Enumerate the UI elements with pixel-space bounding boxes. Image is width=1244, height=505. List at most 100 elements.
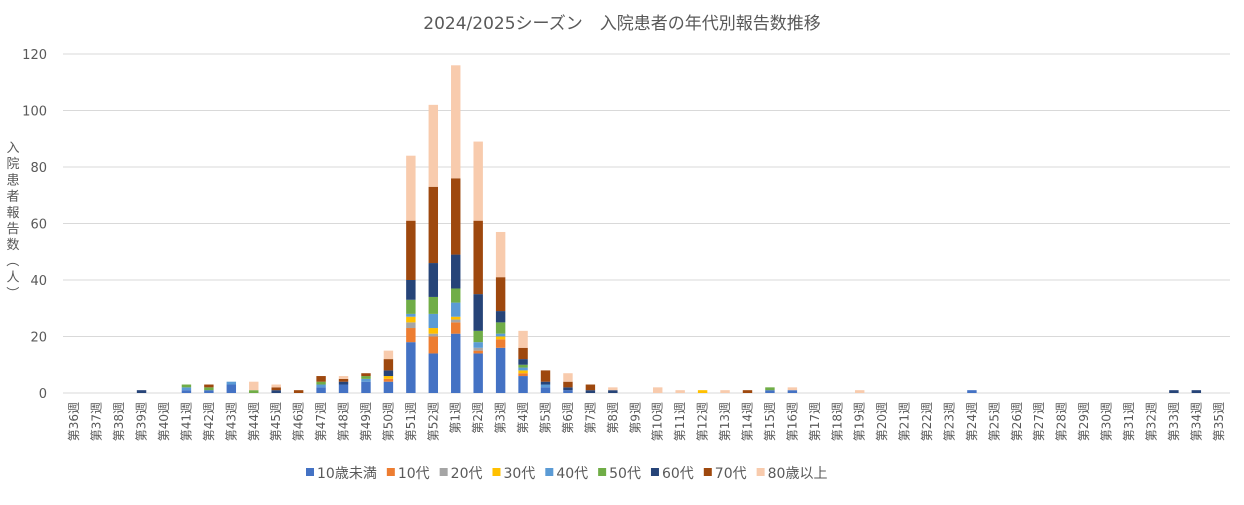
y-axis-label-char: ） — [4, 286, 19, 299]
x-tick-label: 第18週 — [830, 402, 844, 441]
x-tick-label: 第22週 — [920, 402, 934, 441]
y-tick-label: 60 — [30, 218, 47, 233]
bar-segment — [675, 390, 685, 393]
bar-segment — [563, 390, 573, 393]
bar-segment — [428, 104, 439, 187]
x-tick-label: 第40週 — [157, 402, 171, 441]
bar-segment — [451, 316, 461, 320]
x-tick-label: 第33週 — [1167, 402, 1181, 441]
bar-segment — [249, 381, 259, 391]
y-axis-ticks: 0 20 40 60 80 100 120 — [22, 48, 47, 402]
x-tick-label: 第38週 — [112, 402, 126, 441]
x-tick-label: 第21週 — [898, 402, 912, 441]
x-tick-label: 第14週 — [740, 402, 754, 441]
bar-segment — [854, 390, 865, 393]
x-tick-label: 第12週 — [696, 402, 710, 441]
bar-segment — [361, 376, 371, 379]
bar-segment — [787, 390, 798, 393]
bar-segment — [495, 311, 506, 323]
bar-segment — [563, 381, 573, 388]
bar-segment — [540, 370, 551, 382]
bar-segment — [563, 387, 573, 391]
x-tick-label: 第25週 — [987, 402, 1001, 441]
legend-swatch — [439, 468, 448, 476]
bar-segment — [383, 359, 394, 371]
x-tick-label: 第24週 — [965, 402, 979, 441]
x-axis-ticks: 第36週 第37週 第38週 第39週 第40週 第41週 第42週 第43週 第44週 第45週… — [67, 402, 1226, 441]
bar-segment — [518, 347, 528, 360]
bar-segment — [428, 186, 439, 264]
x-tick-label: 第43週 — [224, 402, 238, 441]
bar-segment — [451, 319, 461, 323]
bar-segment — [383, 378, 394, 382]
x-tick-label: 第28週 — [1055, 402, 1069, 441]
bar-segment — [361, 373, 371, 377]
x-tick-label: 第23週 — [942, 402, 956, 441]
x-tick-label: 第9週 — [628, 402, 642, 434]
legend-label: 10代 — [398, 466, 430, 482]
bar-segment — [338, 381, 349, 385]
bar-segment — [451, 302, 461, 317]
bar-segment — [495, 347, 506, 393]
bar-segment — [967, 390, 977, 393]
legend-label: 70代 — [715, 466, 747, 482]
bar-segment — [451, 65, 461, 179]
x-tick-label: 第20週 — [875, 402, 889, 441]
bar-segment — [428, 296, 439, 314]
bar-segment — [204, 384, 214, 388]
bar-segment — [271, 384, 281, 388]
bar-segment — [765, 387, 775, 391]
bar-segment — [383, 370, 394, 377]
bar-segment — [608, 390, 618, 393]
x-tick-label: 第35週 — [1212, 402, 1226, 441]
grid-lines — [63, 53, 1230, 394]
bar-segment — [1169, 390, 1179, 393]
bar-segment — [518, 364, 528, 368]
bar-segment — [316, 381, 326, 385]
legend: 10歳未満 10代 20代 30代 40代 50代 60代 70代 80歳以上 — [306, 466, 827, 482]
legend-swatch — [650, 468, 659, 476]
legend-label: 80歳以上 — [768, 466, 828, 482]
bar-segment — [406, 316, 416, 323]
legend-label: 20代 — [451, 466, 483, 482]
bar-segment — [204, 387, 214, 391]
y-axis-label-char: 報 — [6, 206, 19, 221]
bar-segment — [495, 333, 506, 337]
x-tick-label: 第52週 — [426, 402, 440, 441]
x-tick-label: 第5週 — [539, 402, 553, 434]
bar-segment — [226, 384, 237, 393]
bar-segment — [585, 390, 596, 393]
legend-label: 40代 — [556, 466, 588, 482]
legend-label: 50代 — [609, 466, 641, 482]
y-axis-label-char: 入 — [6, 141, 19, 156]
y-axis-label-char: 数 — [6, 238, 19, 253]
legend-swatch — [545, 468, 554, 476]
bar-segment — [765, 390, 775, 393]
legend-swatch — [306, 468, 314, 476]
bar-segment — [495, 336, 506, 340]
bar-segment — [540, 384, 551, 388]
chart-title: 2024/2025シーズン 入院患者の年代別報告数推移 — [423, 14, 820, 34]
x-tick-label: 第10週 — [651, 402, 665, 441]
x-tick-label: 第50週 — [381, 402, 395, 441]
bar-segment — [653, 387, 663, 393]
x-tick-label: 第48週 — [337, 402, 351, 441]
y-tick-label: 100 — [22, 105, 47, 120]
bar-segment — [451, 288, 461, 303]
x-tick-label: 第34週 — [1189, 402, 1203, 441]
bar-segment — [316, 384, 326, 388]
bar-segment — [540, 381, 551, 385]
bar-segment — [428, 333, 439, 337]
legend-label: 60代 — [662, 466, 694, 482]
bar-segment — [451, 254, 461, 289]
x-tick-label: 第31週 — [1122, 402, 1136, 441]
y-axis-label-char: 告 — [6, 222, 19, 237]
bar-segment — [316, 376, 326, 382]
bar-segment — [316, 387, 326, 393]
x-tick-label: 第41週 — [179, 402, 193, 441]
x-tick-label: 第16週 — [785, 402, 799, 441]
bar-segment — [1191, 390, 1202, 393]
y-tick-label: 40 — [30, 274, 47, 289]
